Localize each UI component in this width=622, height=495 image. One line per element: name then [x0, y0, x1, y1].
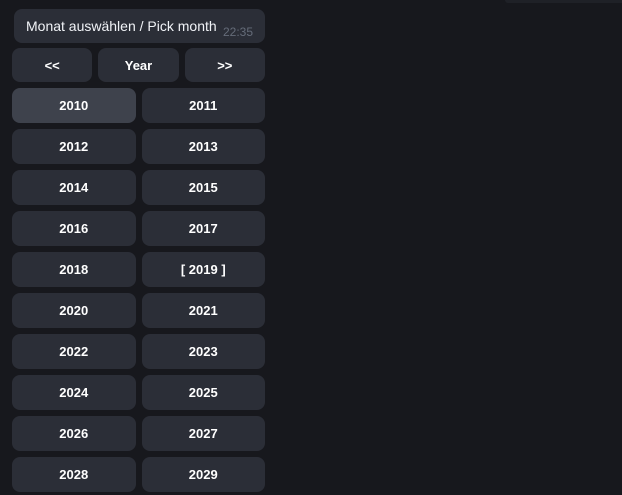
year-button-2026[interactable]: 2026	[12, 416, 136, 451]
year-button-2027[interactable]: 2027	[141, 416, 265, 451]
year-button-2015[interactable]: 2015	[141, 170, 265, 205]
year-button-2025[interactable]: 2025	[141, 375, 265, 410]
year-button-2017[interactable]: 2017	[141, 211, 265, 246]
year-button-2022[interactable]: 2022	[12, 334, 136, 369]
year-button-2010[interactable]: 2010	[12, 88, 136, 123]
year-button-2014[interactable]: 2014	[12, 170, 136, 205]
year-button-2013[interactable]: 2013	[141, 129, 265, 164]
year-button-2011[interactable]: 2011	[141, 88, 265, 123]
keyboard-nav-row: << Year >>	[12, 48, 265, 82]
year-button-2019-current[interactable]: [ 2019 ]	[141, 252, 265, 287]
previous-message-bubble-edge	[505, 0, 622, 3]
message-text: Monat auswählen / Pick month	[26, 18, 217, 34]
year-button-2018[interactable]: 2018	[12, 252, 136, 287]
year-button-2020[interactable]: 2020	[12, 293, 136, 328]
message-timestamp: 22:35	[222, 25, 253, 39]
year-button-2029[interactable]: 2029	[141, 457, 265, 492]
year-mode-button[interactable]: Year	[98, 48, 179, 82]
year-button-2024[interactable]: 2024	[12, 375, 136, 410]
message-bubble: Monat auswählen / Pick month 22:35	[14, 9, 265, 43]
next-page-button[interactable]: >>	[184, 48, 265, 82]
year-button-2021[interactable]: 2021	[141, 293, 265, 328]
year-button-2012[interactable]: 2012	[12, 129, 136, 164]
year-grid: 2010 2011 2012 2013 2014 2015 2016 2017 2018[ 20…	[12, 88, 265, 492]
prev-page-button[interactable]: <<	[12, 48, 93, 82]
year-button-2023[interactable]: 2023	[141, 334, 265, 369]
year-button-2028[interactable]: 2028	[12, 457, 136, 492]
year-button-2016[interactable]: 2016	[12, 211, 136, 246]
